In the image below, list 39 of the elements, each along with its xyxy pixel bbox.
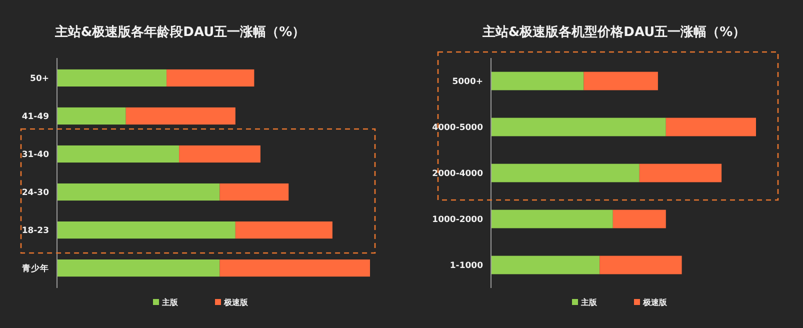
bar xyxy=(491,72,584,90)
legend-label: 极速版 xyxy=(642,298,668,307)
y-tick-label: 1000-2000 xyxy=(432,215,484,225)
bar xyxy=(612,210,666,228)
bar xyxy=(491,210,613,228)
y-tick-label: 5000+ xyxy=(452,77,483,87)
y-tick-label: 青少年 xyxy=(21,263,49,274)
bar xyxy=(57,69,167,87)
chart-title: 主站&极速版各年龄段DAU五一涨幅（%） xyxy=(54,24,306,40)
bar xyxy=(491,118,666,136)
bar xyxy=(491,256,600,274)
bar xyxy=(179,145,260,163)
bar xyxy=(57,221,236,239)
y-tick-label: 18-23 xyxy=(22,226,50,236)
bar xyxy=(666,118,756,136)
bar xyxy=(57,259,220,277)
bar xyxy=(584,72,658,90)
bar xyxy=(57,145,180,163)
y-tick-label: 50+ xyxy=(30,74,49,84)
bar xyxy=(600,256,682,274)
legend-label: 主版 xyxy=(161,297,179,307)
bar xyxy=(235,221,332,239)
y-tick-label: 2000-4000 xyxy=(432,169,484,179)
bar xyxy=(220,259,370,277)
y-tick-label: 31-40 xyxy=(22,150,50,160)
bar xyxy=(639,164,722,182)
bar xyxy=(126,107,236,125)
bar xyxy=(166,69,254,87)
bar xyxy=(57,107,126,125)
legend-label: 极速版 xyxy=(223,298,249,307)
chart-title: 主站&极速版各机型价格DAU五一涨幅（%） xyxy=(481,24,746,40)
legend-label: 主版 xyxy=(580,297,598,307)
bar xyxy=(57,183,220,201)
y-tick-label: 24-30 xyxy=(22,188,50,198)
y-tick-label: 1-1000 xyxy=(450,261,484,271)
y-tick-label: 4000-5000 xyxy=(432,123,484,133)
bar xyxy=(220,183,289,201)
bar xyxy=(491,164,640,182)
y-tick-label: 41-49 xyxy=(22,112,50,122)
